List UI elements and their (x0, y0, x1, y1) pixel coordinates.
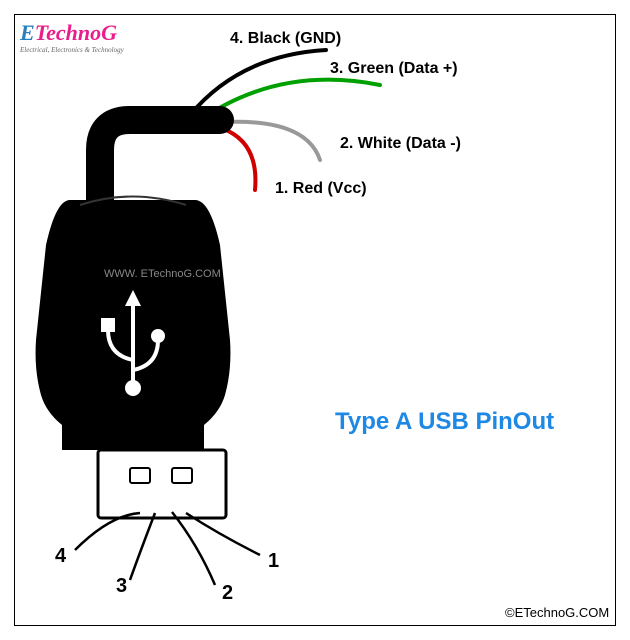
pin-number-2: 2 (222, 582, 233, 605)
usb-contact-slot-left (130, 468, 150, 483)
copyright-text: ©ETechnoG.COM (505, 605, 609, 620)
usb-contact-slot-right (172, 468, 192, 483)
wire-label-1: 1. Red (Vcc) (275, 180, 367, 198)
pin-number-4: 4 (55, 545, 66, 568)
diagram-title: Type A USB PinOut (335, 408, 554, 436)
usb-diagram (0, 0, 630, 640)
watermark-text: WWW. ETechnoG.COM (104, 268, 221, 280)
pin-lead-2 (172, 512, 215, 585)
wire-label-4: 4. Black (GND) (230, 30, 341, 48)
wire-1 (210, 125, 255, 190)
usb-cable (100, 120, 220, 200)
wire-label-3: 3. Green (Data +) (330, 60, 458, 78)
pin-lead-3 (130, 513, 155, 580)
pin-number-1: 1 (268, 550, 279, 573)
wire-label-2: 2. White (Data -) (340, 135, 461, 153)
pin-number-3: 3 (116, 575, 127, 598)
usb-metal-shell (98, 450, 226, 518)
